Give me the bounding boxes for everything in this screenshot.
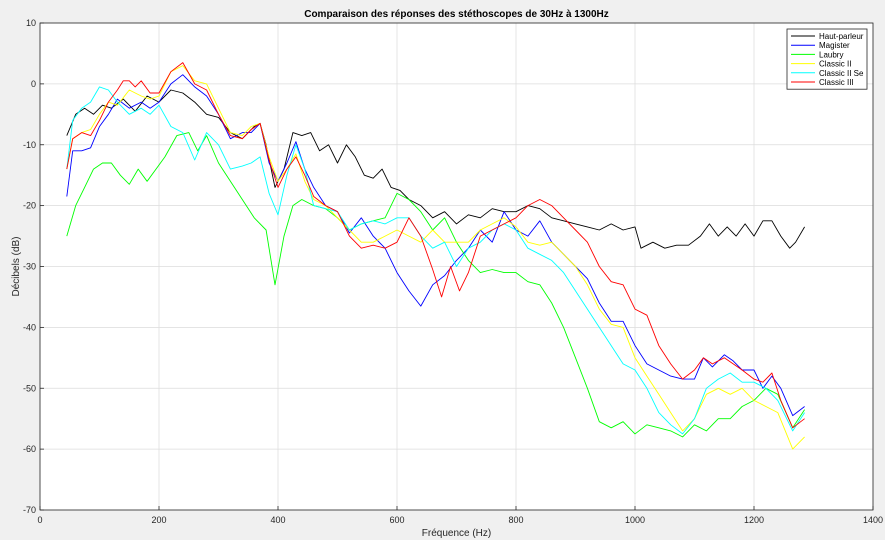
y-tick-label: 10 bbox=[26, 18, 36, 28]
x-tick-label: 600 bbox=[389, 515, 404, 525]
x-tick-label: 800 bbox=[508, 515, 523, 525]
legend-label: Magister bbox=[819, 41, 850, 50]
series-line-classic-iii bbox=[66, 62, 805, 429]
y-tick-label: -50 bbox=[23, 383, 36, 393]
legend-label: Haut-parleur bbox=[819, 32, 864, 41]
y-tick-label: -40 bbox=[23, 322, 36, 332]
series-line-laubry bbox=[66, 132, 805, 438]
y-tick-label: 0 bbox=[31, 79, 36, 89]
legend-label: Classic III bbox=[819, 78, 854, 87]
y-tick-label: -70 bbox=[23, 505, 36, 515]
x-tick-label: 1200 bbox=[744, 515, 764, 525]
x-tick-label: 400 bbox=[270, 515, 285, 525]
y-axis-label: Décibels (dB) bbox=[11, 236, 22, 296]
y-tick-label: -30 bbox=[23, 262, 36, 272]
x-tick-label: 1000 bbox=[625, 515, 645, 525]
series-line-magister bbox=[66, 74, 805, 417]
x-tick-label: 0 bbox=[37, 515, 42, 525]
x-ticks: 0 200 400 600 800 1000 1200 1400 bbox=[37, 506, 883, 525]
y-tick-label: -10 bbox=[23, 140, 36, 150]
legend-box bbox=[786, 28, 868, 90]
legend-label: Laubry bbox=[819, 50, 843, 59]
series-lines bbox=[66, 62, 805, 450]
y-ticks: 10 0 -10 -20 -30 -40 -50 -60 -70 bbox=[23, 18, 44, 515]
x-axis-label: Fréquence (Hz) bbox=[422, 528, 491, 539]
y-tick-label: -20 bbox=[23, 201, 36, 211]
x-tick-label: 1400 bbox=[863, 515, 883, 525]
x-tick-label: 200 bbox=[151, 515, 166, 525]
legend-label: Classic II bbox=[819, 60, 851, 69]
legend-label: Classic II Se bbox=[819, 69, 864, 78]
chart-title: Comparaison des réponses des stéthoscope… bbox=[304, 9, 609, 20]
y-tick-label: -60 bbox=[23, 444, 36, 454]
series-line-haut-parleur bbox=[66, 89, 805, 249]
